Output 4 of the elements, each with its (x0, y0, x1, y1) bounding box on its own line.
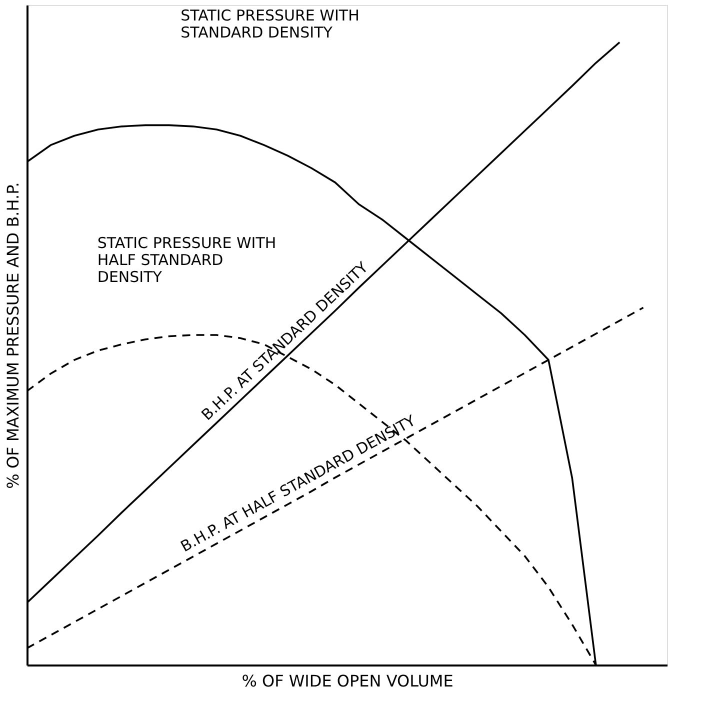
text: STATIC PRESSURE WITH STANDARD DENSITY (180, 6, 360, 42)
x-axis-title: % OF WIDE OPEN VOLUME (242, 672, 454, 690)
annotation: STATIC PRESSURE WITH HALF STANDARD DENSITY (97, 234, 276, 286)
y-axis-title: % OF MAXIMUM PRESSURE AND B.H.P. (4, 182, 22, 489)
